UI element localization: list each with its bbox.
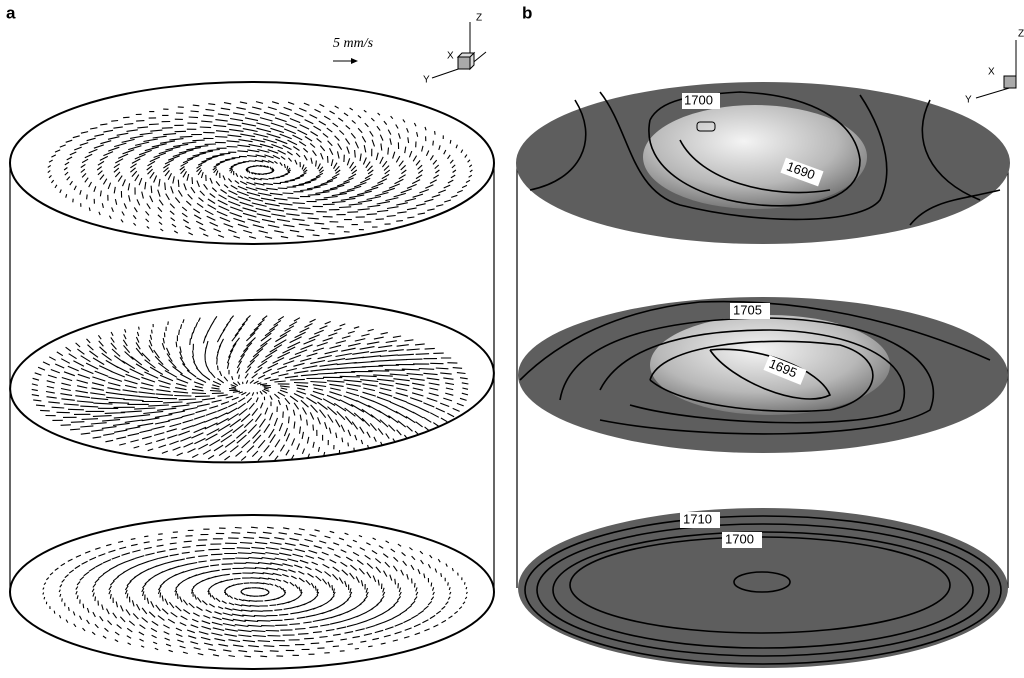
axis-label: X <box>988 67 995 78</box>
vector-field <box>48 102 473 239</box>
contour-label: 1700 <box>684 92 713 107</box>
vector-field <box>43 527 468 657</box>
contour-label: 1700 <box>725 531 754 546</box>
panel-label: b <box>522 3 532 22</box>
axis-label: Z <box>476 13 482 24</box>
axis-label: Z <box>1018 29 1024 40</box>
axis-label: Y <box>965 95 972 106</box>
axes-icon <box>976 40 1016 98</box>
scale-arrow <box>333 58 358 64</box>
surface-middle <box>518 297 1008 453</box>
scale-label: 5 mm/s <box>333 36 374 51</box>
axes-icon <box>432 22 486 78</box>
panel-label: a <box>6 3 16 22</box>
axis-label: Y <box>423 75 430 86</box>
figure: a 5 mm/s Z X Y b Z X Y <box>0 0 1024 673</box>
contour-label: 1705 <box>733 302 762 317</box>
axis-label: X <box>447 51 454 62</box>
surface-bottom <box>518 508 1008 668</box>
surface-top <box>516 82 1010 244</box>
contour-label: 1710 <box>683 511 712 526</box>
